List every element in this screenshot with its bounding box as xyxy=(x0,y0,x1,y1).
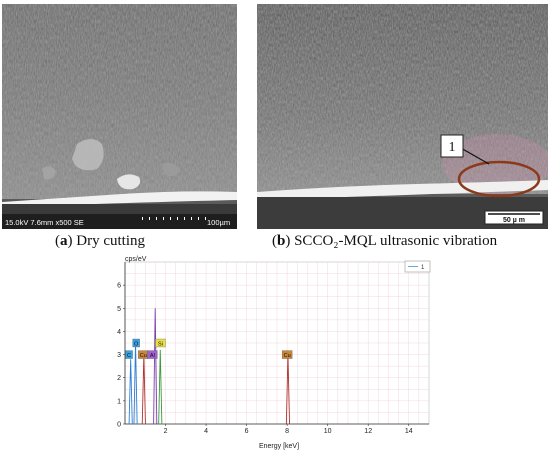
element-tag-box xyxy=(281,350,293,359)
y-tick-label: 2 xyxy=(117,375,121,382)
sem-image-scco2-mql-graphic: 1 50 µ m xyxy=(257,4,548,229)
y-tick-label: 1 xyxy=(117,398,121,405)
caption-text: SCCO₂-MQL ultrasonic vibration xyxy=(290,233,498,249)
sem-image-dry-cutting-graphic: 15.0kV 7.6mm x500 SE 100µm xyxy=(2,4,237,229)
x-tick-label: 4 xyxy=(204,428,208,435)
x-tick-label: 10 xyxy=(324,428,332,435)
y-tick-label: 4 xyxy=(117,329,121,336)
spectrum-peak xyxy=(158,349,163,425)
x-tick-label: 14 xyxy=(405,428,413,435)
chart-axes xyxy=(124,262,429,425)
spectrum-peak xyxy=(153,308,158,425)
caption-dry-cutting: (a) Dry cutting xyxy=(55,233,145,249)
sem-image-dry-cutting: 15.0kV 7.6mm x500 SE 100µm xyxy=(2,4,237,229)
element-tag-box xyxy=(147,350,158,359)
chart-legend: 1 xyxy=(404,260,431,273)
x-tick-labels: 2 4 6 8 10 12 14 xyxy=(164,424,413,435)
element-tag-label: C xyxy=(127,353,131,359)
marker-box xyxy=(440,134,464,158)
x-tick-label: 12 xyxy=(364,428,372,435)
x-tick-label: 8 xyxy=(285,428,289,435)
sem-info-bar: 15.0kV 7.6mm x500 SE xyxy=(5,218,84,227)
y-tick-label: 0 xyxy=(117,422,121,429)
element-tag-label: Al xyxy=(150,353,155,359)
x-tick-label: 2 xyxy=(164,428,168,435)
legend-entry: 1 xyxy=(421,265,425,271)
y-axis-label: cps/eV xyxy=(125,256,147,263)
element-tag-label: Si xyxy=(158,341,163,347)
y-tick-label: 3 xyxy=(117,352,121,359)
x-axis-label: Energy [keV] xyxy=(259,443,299,450)
scale-bar-ticks xyxy=(142,217,206,220)
y-tick-labels: 0 1 2 3 4 5 6 xyxy=(117,283,125,429)
caption-scco2-mql: (b) SCCO₂-MQL ultrasonic vibration xyxy=(272,233,498,249)
element-tag-box xyxy=(155,338,166,348)
element-tag-label: O xyxy=(134,341,139,347)
element-tag-box xyxy=(132,338,140,348)
y-tick-label: 6 xyxy=(117,283,121,290)
sem-image-scco2-mql: 1 50 µ m xyxy=(257,4,548,229)
caption-letter: b xyxy=(277,233,286,249)
spectrum-peak xyxy=(128,359,133,425)
caption-letter: a xyxy=(60,233,68,249)
y-tick-label: 5 xyxy=(117,306,121,313)
scale-bar-label: 100µm xyxy=(207,218,230,227)
marker-label: 1 xyxy=(449,140,456,155)
element-tag-label: Cu xyxy=(284,353,291,359)
marker-leader-line xyxy=(458,146,490,165)
highlight-ellipse xyxy=(457,160,541,198)
caption-text: Dry cutting xyxy=(72,233,145,249)
element-tag-label: Cu xyxy=(140,353,147,359)
scale-bar-label: 50 µ m xyxy=(503,217,525,224)
element-tag-box xyxy=(125,350,133,359)
x-tick-label: 6 xyxy=(245,428,249,435)
